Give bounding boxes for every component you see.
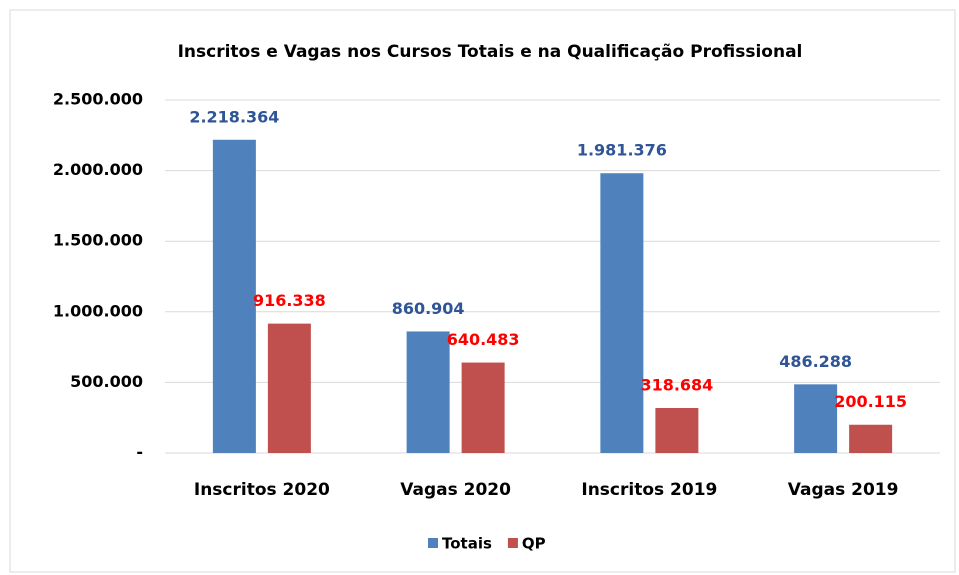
chart-title: Inscritos e Vagas nos Cursos Totais e na… — [178, 42, 803, 62]
value-label: 200.115 — [834, 392, 907, 411]
bar — [461, 362, 505, 453]
value-label: 860.904 — [392, 299, 465, 318]
value-label: 1.981.376 — [577, 141, 667, 160]
y-tick-label: 500.000 — [70, 372, 143, 391]
legend-swatch — [507, 538, 518, 548]
x-tick-label: Inscritos 2019 — [581, 480, 717, 500]
bar — [794, 384, 838, 453]
bar — [655, 408, 699, 453]
value-label: 916.338 — [253, 291, 326, 310]
y-tick-label: 2.500.000 — [53, 90, 143, 109]
y-tick-label: - — [136, 443, 143, 462]
value-label: 640.483 — [447, 330, 520, 349]
legend-swatch — [428, 538, 438, 548]
legend-label: QP — [522, 535, 546, 553]
y-tick-label: 1.500.000 — [53, 231, 143, 250]
x-tick-label: Inscritos 2020 — [194, 480, 330, 500]
value-label: 318.684 — [640, 376, 713, 395]
bar — [600, 173, 644, 453]
bar — [212, 139, 256, 453]
y-tick-label: 2.000.000 — [53, 160, 143, 179]
bar — [849, 424, 893, 453]
chart-border — [9, 9, 956, 573]
bar — [267, 323, 311, 453]
bar — [406, 331, 450, 453]
x-tick-label: Vagas 2020 — [400, 480, 511, 500]
value-label: 2.218.364 — [189, 107, 279, 126]
x-tick-label: Vagas 2019 — [788, 480, 899, 500]
value-label: 486.288 — [779, 352, 852, 371]
legend-label: Totais — [442, 535, 492, 553]
y-tick-label: 1.000.000 — [53, 301, 143, 320]
